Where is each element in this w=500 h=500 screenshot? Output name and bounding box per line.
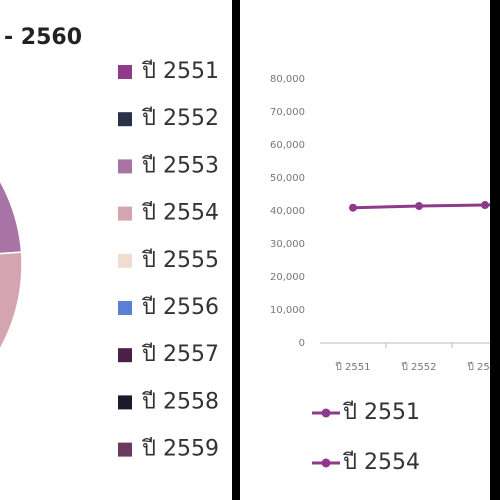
pie-slice [0,179,23,255]
divider [232,0,240,500]
y-tick-label: 70,000 [270,107,305,118]
legend-label: ปี 2555 [141,248,219,273]
line-panel: 0 10,000 20,000 30,000 40,000 50,000 60,000 70,… [270,74,500,475]
legend-swatch [118,442,132,457]
divider [490,0,500,500]
x-tick-label: ปี 2551 [335,361,371,373]
legend-label: ปี 2551 [342,400,420,425]
legend-label: ปี 2552 [141,106,219,131]
legend-swatch [118,206,132,221]
y-tick-label: 80,000 [270,74,305,85]
legend-swatch [118,112,132,127]
y-tick-label: 60,000 [270,140,305,151]
legend-marker [321,458,331,468]
pie-slice [0,251,23,351]
y-tick-label: 50,000 [270,173,305,184]
series-point [349,203,357,212]
legend-swatch [118,348,132,363]
pie-panel: - 2560 ปี 2551 ปี 2552 ปี 2553 ปี 2554 ปี 255… [0,25,219,462]
legend-label: ปี 2559 [141,437,219,462]
legend-label: ปี 2558 [141,389,219,414]
series-point [415,202,423,211]
legend-swatch [118,253,132,268]
legend-marker [321,408,331,418]
legend-swatch [118,65,132,79]
legend-label: ปี 2557 [141,342,219,367]
y-tick-label: 20,000 [270,272,305,283]
chart-title: - 2560 [4,25,82,50]
legend-label: ปี 2556 [141,295,219,320]
legend-label: ปี 2553 [141,153,219,178]
legend-label: ปี 2554 [342,450,420,475]
x-tick-label: ปี 2552 [401,361,437,373]
series-line [352,203,490,210]
y-tick-label: 0 [299,338,305,349]
legend-swatch [118,301,132,315]
series-point [481,201,489,210]
x-tick-label: ปี 2553 [467,361,500,373]
legend-swatch [118,395,132,410]
legend-label: ปี 2554 [141,201,219,226]
legend-swatch [118,159,132,174]
y-tick-label: 10,000 [270,305,305,316]
y-tick-label: 30,000 [270,239,305,250]
legend-label: ปี 2551 [141,59,219,84]
y-tick-label: 40,000 [270,206,305,217]
